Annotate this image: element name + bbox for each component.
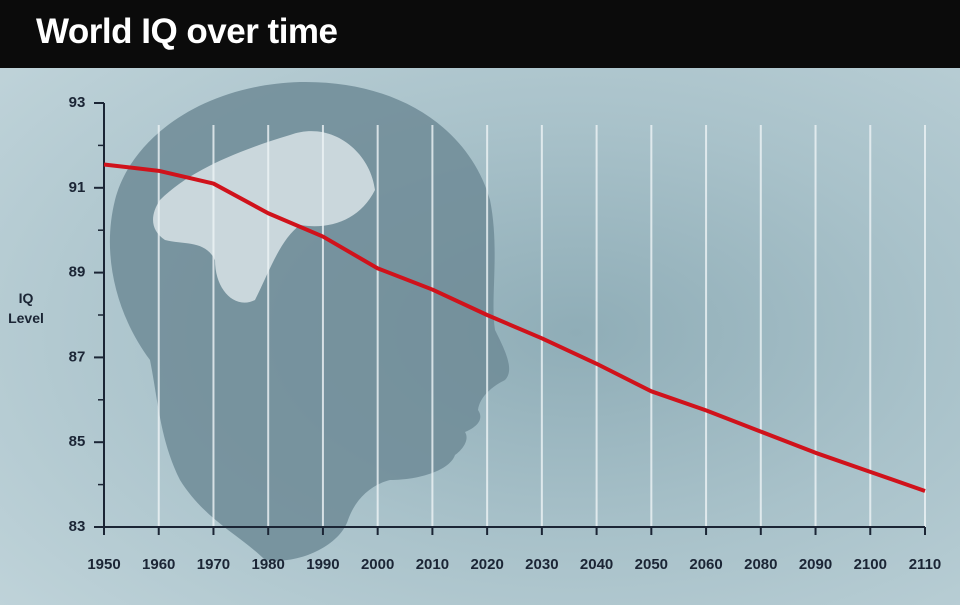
x-tick-label: 2020	[470, 556, 503, 573]
x-tick-label: 2000	[361, 556, 394, 573]
x-tick-label: 1970	[197, 556, 230, 573]
chart-title: World IQ over time	[36, 12, 338, 51]
y-tick-label: 87	[69, 348, 86, 365]
y-tick-label: 93	[69, 94, 86, 111]
x-tick-label: 2080	[744, 556, 777, 573]
x-tick-label: 2040	[580, 556, 613, 573]
globe-land	[153, 131, 375, 303]
x-tick-label: 2060	[689, 556, 722, 573]
x-tick-label: 2010	[416, 556, 449, 573]
x-tick-label: 2110	[909, 556, 942, 573]
x-tick-label: 1990	[306, 556, 339, 573]
y-axis-label: IQ Level	[8, 290, 44, 326]
y-tick-label: 85	[69, 433, 86, 450]
title-bar: World IQ over time	[0, 0, 960, 68]
x-tick-label: 2030	[525, 556, 558, 573]
y-tick-label: 89	[69, 264, 86, 281]
x-tick-label: 1980	[252, 556, 285, 573]
y-tick-label: 91	[69, 179, 86, 196]
y-tick-label: 83	[69, 518, 86, 535]
x-tick-label: 1960	[142, 556, 175, 573]
x-tick-label: 2090	[799, 556, 832, 573]
x-tick-label: 2100	[854, 556, 887, 573]
data-line	[103, 162, 926, 493]
x-tick-label: 1950	[87, 556, 120, 573]
x-tick-label: 2050	[635, 556, 668, 573]
